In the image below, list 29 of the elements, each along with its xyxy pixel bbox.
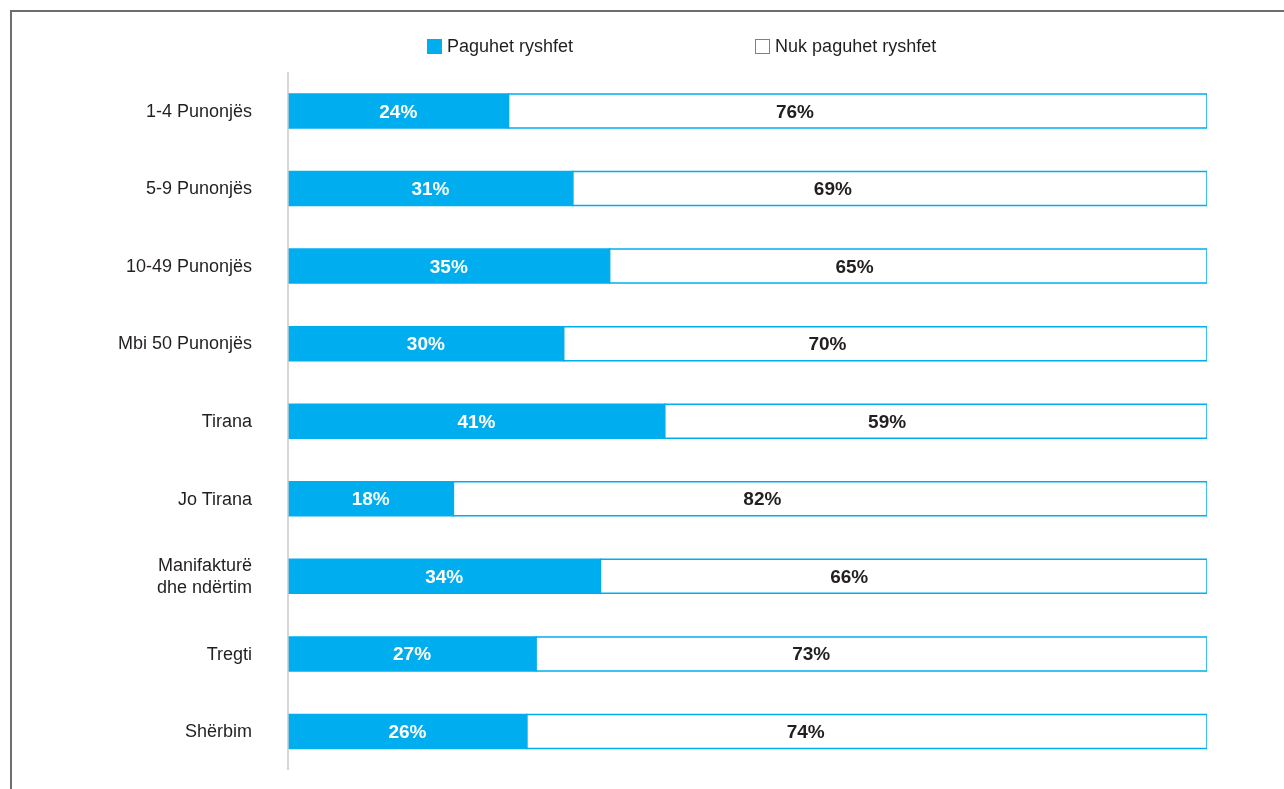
data-label: 26%	[388, 720, 427, 742]
data-label: 31%	[411, 178, 450, 200]
data-label: 59%	[868, 410, 907, 432]
legend-label: Nuk paguhet ryshfet	[775, 36, 937, 57]
y-tick-label: 1-4 Punonjës	[145, 100, 252, 121]
data-label: 74%	[786, 720, 825, 742]
data-label: 70%	[808, 333, 847, 355]
y-tick-label: Jo Tirana	[177, 488, 253, 509]
data-label: 69%	[813, 178, 852, 200]
data-label: 34%	[425, 565, 464, 587]
y-tick-label: 5-9 Punonjës	[145, 178, 252, 199]
data-label: 41%	[457, 410, 496, 432]
data-label: 66%	[830, 565, 869, 587]
y-tick-label: Mbi 50 Punonjës	[117, 333, 252, 354]
y-tick-label: Manifakturë dhe ndërtim	[156, 555, 252, 598]
data-label: 30%	[406, 333, 445, 355]
data-label: 73%	[792, 643, 831, 665]
y-tick-label: Tirana	[201, 411, 253, 431]
y-tick-label: Tregti	[206, 643, 252, 664]
data-label: 76%	[775, 100, 815, 122]
data-label: 18%	[351, 488, 390, 510]
data-label: 82%	[743, 488, 782, 510]
y-tick-label: Shërbim	[184, 721, 252, 742]
legend-label: Paguhet ryshfet	[447, 36, 574, 57]
data-label: 24%	[379, 100, 418, 122]
data-label: 65%	[835, 255, 874, 277]
data-label: 27%	[393, 643, 432, 665]
y-tick-label: 10-49 Punonjës	[125, 255, 252, 276]
data-label: 35%	[429, 255, 468, 277]
